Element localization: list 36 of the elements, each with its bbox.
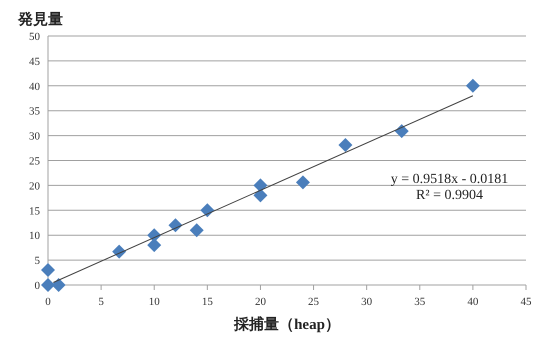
y-tick-label: 30	[29, 130, 40, 143]
point	[253, 188, 268, 202]
x-tick-label: 30	[361, 296, 373, 308]
y-tick-label: 5	[34, 255, 40, 268]
point	[200, 203, 214, 218]
y-tick-label: 10	[29, 230, 40, 242]
x-tick-label: 10	[148, 296, 160, 308]
y-tick-label: 45	[29, 56, 40, 68]
point	[147, 238, 162, 252]
x-tick-label: 45	[520, 296, 532, 308]
x-tick-label: 20	[254, 296, 266, 308]
y-tick-label: 15	[29, 205, 40, 218]
x-axis-title: 採捕量（heap）	[233, 315, 340, 333]
x-tick-label: 0	[45, 296, 52, 308]
point	[41, 278, 55, 292]
x-tick-label: 15	[202, 296, 214, 308]
point	[190, 223, 204, 238]
y-tick-label: 35	[29, 106, 40, 118]
x-tick-label: 35	[414, 296, 426, 308]
point	[338, 138, 352, 152]
x-tick-label: 25	[308, 296, 320, 308]
y-tick-label: 50	[29, 31, 40, 43]
x-tick-label: 40	[467, 296, 479, 308]
y-tick-label: 40	[29, 80, 40, 93]
point	[466, 78, 480, 93]
annotation: y = 0.9518x - 0.0181	[390, 172, 508, 187]
annotation: R² = 0.9904	[416, 188, 483, 203]
y-axis-title: 発見量	[17, 11, 63, 28]
point	[52, 278, 66, 292]
y-tick-label: 0	[34, 280, 40, 292]
point	[394, 124, 409, 138]
y-tick-label: 20	[29, 180, 40, 192]
x-tick-label: 5	[98, 296, 104, 308]
y-tick-label: 25	[29, 156, 40, 168]
point	[41, 263, 55, 278]
point	[296, 175, 310, 190]
